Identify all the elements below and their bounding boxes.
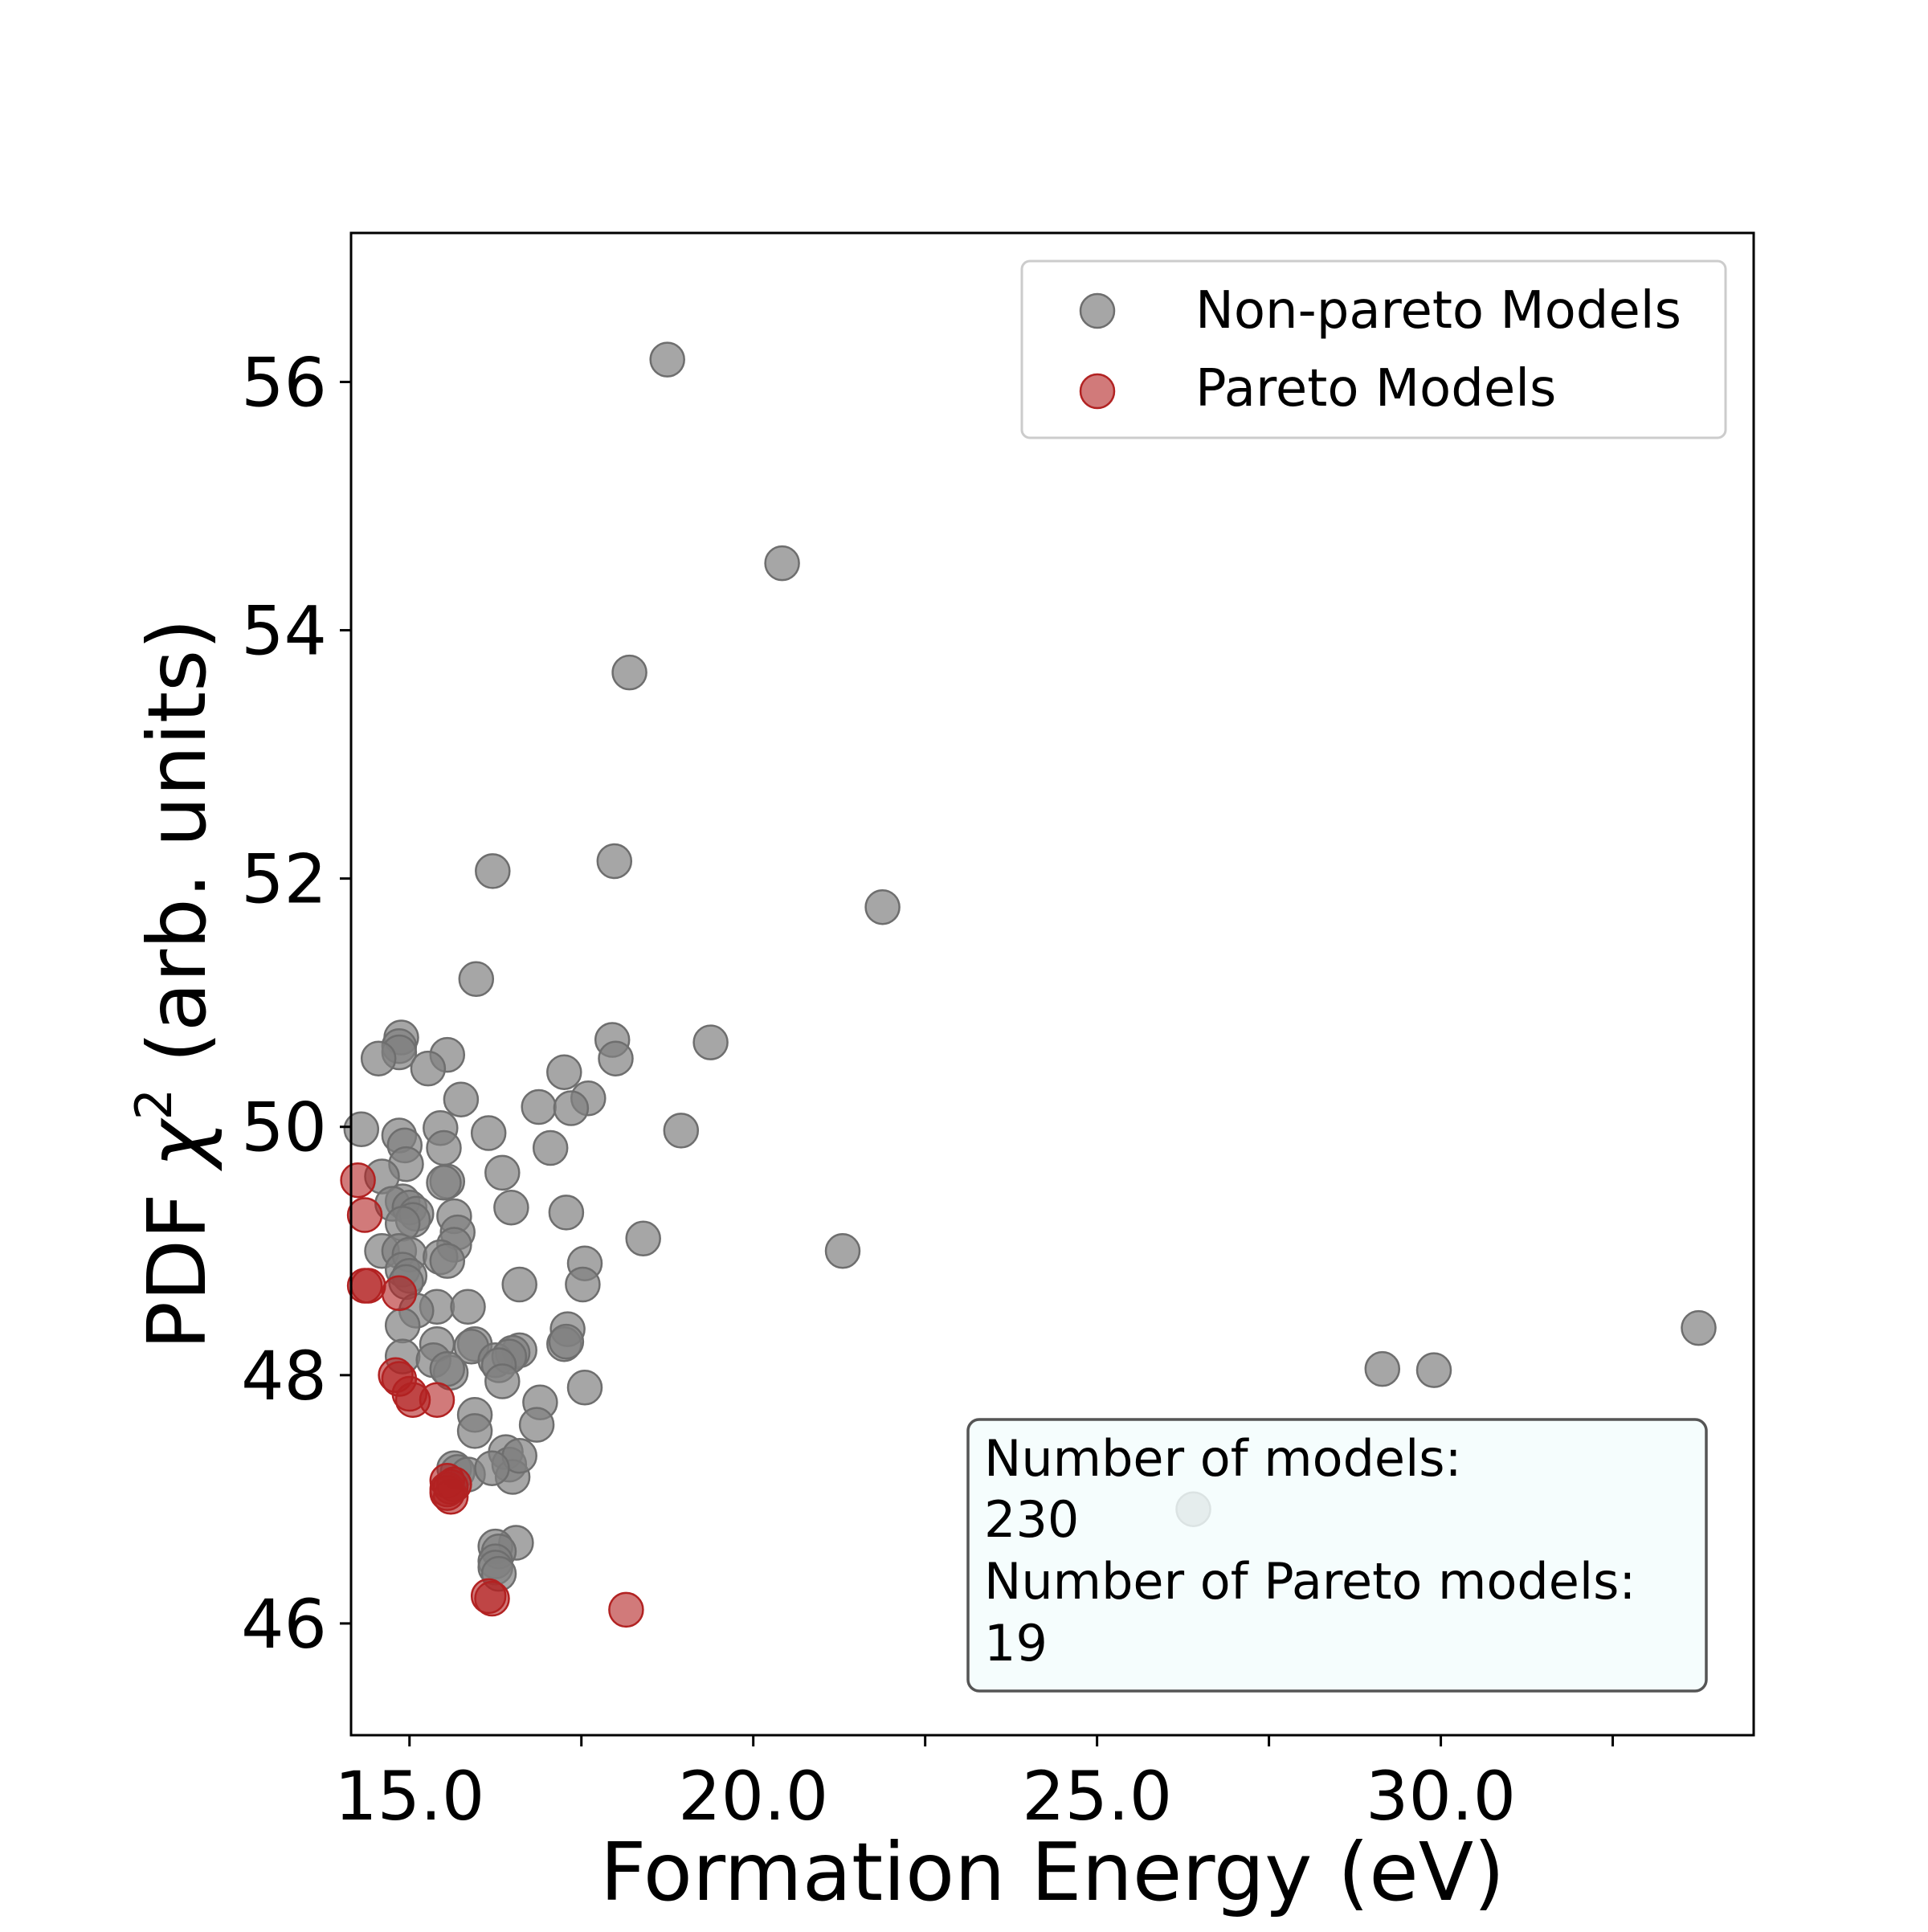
non-pareto-point-3 (596, 843, 633, 880)
x-tick-label-0: 15.0 (334, 1757, 484, 1836)
pareto-point-16 (474, 1580, 510, 1617)
pareto-point-17 (608, 1591, 644, 1628)
y-axis-title: PDF χ2 (arb. units) (125, 619, 224, 1350)
non-pareto-point-22 (663, 1113, 700, 1149)
legend-box (1020, 259, 1727, 439)
plot-frame (349, 231, 1755, 1737)
non-pareto-point-57 (501, 1266, 537, 1303)
non-pareto-point-0 (649, 341, 685, 378)
non-pareto-point-24 (470, 1115, 507, 1151)
y-axis-title-superscript: 2 (125, 1089, 183, 1120)
non-pareto-point-82 (456, 1413, 493, 1449)
non-pareto-point-100 (1681, 1309, 1717, 1346)
stats-line-pareto-label: Number of Pareto models: (984, 1552, 1636, 1611)
non-pareto-point-34 (426, 1165, 462, 1201)
y-tick-label-3: 52 (241, 840, 327, 919)
stats-line-pareto-value: 19 (984, 1614, 1048, 1673)
y-tick-label-4: 54 (241, 592, 327, 671)
non-pareto-point-27 (426, 1129, 462, 1166)
points-layer (340, 341, 1717, 1628)
non-pareto-point-60 (450, 1289, 486, 1325)
x-tick-label-2: 25.0 (1022, 1757, 1172, 1836)
pareto-point-1 (346, 1197, 383, 1233)
non-pareto-point-41 (548, 1195, 585, 1231)
non-pareto-point-51 (824, 1233, 861, 1269)
non-pareto-point-6 (458, 961, 495, 998)
legend-marker-non-pareto (1079, 292, 1116, 329)
x-axis-title: Formation Energy (eV) (600, 1825, 1505, 1919)
x-tick-label-3: 30.0 (1366, 1757, 1516, 1836)
non-pareto-point-50 (625, 1220, 661, 1257)
x-tick-label-1: 20.0 (678, 1757, 828, 1836)
stats-annotation: Number of models: 230 Number of Pareto m… (966, 1418, 1708, 1693)
non-pareto-point-56 (565, 1266, 601, 1303)
non-pareto-point-12 (360, 1040, 397, 1076)
non-pareto-point-64 (548, 1323, 585, 1360)
non-pareto-point-14 (598, 1040, 634, 1076)
stats-box (966, 1418, 1708, 1693)
non-pareto-point-77 (484, 1363, 521, 1399)
y-tick-label-1: 48 (241, 1337, 327, 1415)
non-pareto-point-99 (1415, 1352, 1452, 1388)
y-axis-title-symbol: χ (130, 1117, 224, 1172)
ticks-layer: 15.0 20.0 25.0 30.0 46 48 50 52 54 56 (241, 343, 1615, 1836)
pareto-point-18 (429, 1471, 466, 1508)
non-pareto-point-81 (518, 1407, 555, 1443)
pareto-point-0 (340, 1162, 376, 1199)
non-pareto-point-20 (443, 1081, 480, 1117)
y-tick-label-0: 46 (241, 1585, 327, 1664)
legend-label-pareto: Pareto Models (1195, 359, 1556, 419)
y-tick-label-5: 56 (241, 343, 327, 422)
non-pareto-point-40 (493, 1189, 529, 1226)
pareto-point-9 (419, 1382, 455, 1418)
non-pareto-point-78 (566, 1370, 603, 1406)
non-pareto-point-76 (429, 1350, 466, 1387)
non-pareto-point-21 (343, 1111, 380, 1148)
non-pareto-point-5 (864, 888, 901, 925)
non-pareto-point-2 (611, 654, 647, 691)
legend-label-non-pareto: Non-pareto Models (1195, 281, 1681, 341)
non-pareto-point-98 (1364, 1350, 1401, 1387)
non-pareto-point-49 (429, 1243, 466, 1279)
pareto-point-3 (350, 1268, 386, 1304)
stats-line-total-label: Number of models: (984, 1429, 1461, 1488)
non-pareto-series (343, 341, 1717, 1592)
pareto-series (340, 1162, 644, 1628)
stats-line-total-value: 230 (984, 1490, 1079, 1549)
non-pareto-point-4 (475, 853, 511, 889)
non-pareto-point-28 (532, 1129, 569, 1166)
y-tick-label-2: 50 (241, 1089, 327, 1167)
y-axis-title-prefix: PDF (130, 1168, 224, 1350)
pareto-point-4 (381, 1275, 418, 1312)
non-pareto-point-90 (474, 1450, 510, 1486)
non-pareto-point-17 (521, 1089, 557, 1125)
y-axis-title-suffix: (arb. units) (130, 619, 224, 1089)
non-pareto-point-16 (546, 1054, 582, 1090)
legend: Non-pareto Models Pareto Models (1020, 259, 1727, 439)
non-pareto-point-15 (410, 1050, 447, 1087)
non-pareto-point-8 (692, 1024, 729, 1060)
legend-marker-pareto (1079, 373, 1116, 410)
non-pareto-point-61 (384, 1307, 421, 1344)
non-pareto-point-29 (484, 1154, 521, 1191)
non-pareto-point-1 (764, 545, 800, 582)
non-pareto-point-19 (553, 1090, 590, 1126)
